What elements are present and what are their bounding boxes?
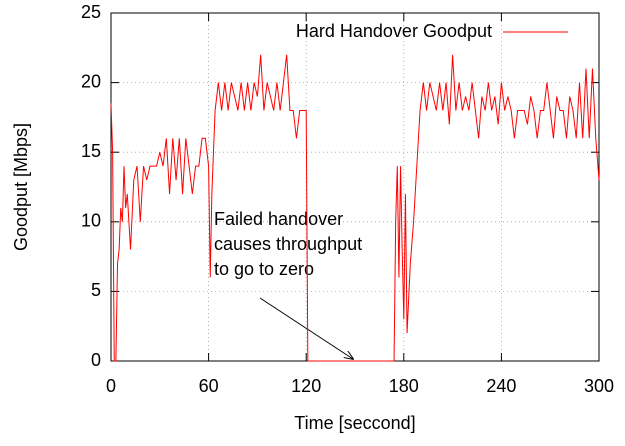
y-tick-label: 25 [81, 2, 101, 22]
annotation-text: causes throughput [214, 234, 362, 254]
y-tick-label: 10 [81, 211, 101, 231]
y-axis-label: Goodput [Mbps] [11, 123, 31, 251]
x-tick-label: 0 [106, 376, 116, 396]
legend-label: Hard Handover Goodput [296, 21, 492, 41]
y-tick-label: 0 [91, 350, 101, 370]
x-tick-label: 240 [486, 376, 516, 396]
plot-frame [110, 12, 600, 362]
x-tick-label: 120 [291, 376, 321, 396]
annotation-text: Failed handover [214, 209, 343, 229]
y-tick-label: 5 [91, 280, 101, 300]
y-tick-label: 20 [81, 71, 101, 91]
x-tick-label: 180 [389, 376, 419, 396]
annotation-arrow [259, 297, 353, 359]
x-axis-label: Time [seccond] [294, 413, 415, 433]
data-line [110, 54, 600, 362]
x-tick-label: 60 [199, 376, 219, 396]
y-tick-label: 15 [81, 141, 101, 161]
annotation-text: to go to zero [214, 259, 314, 279]
x-tick-label: 300 [584, 376, 614, 396]
